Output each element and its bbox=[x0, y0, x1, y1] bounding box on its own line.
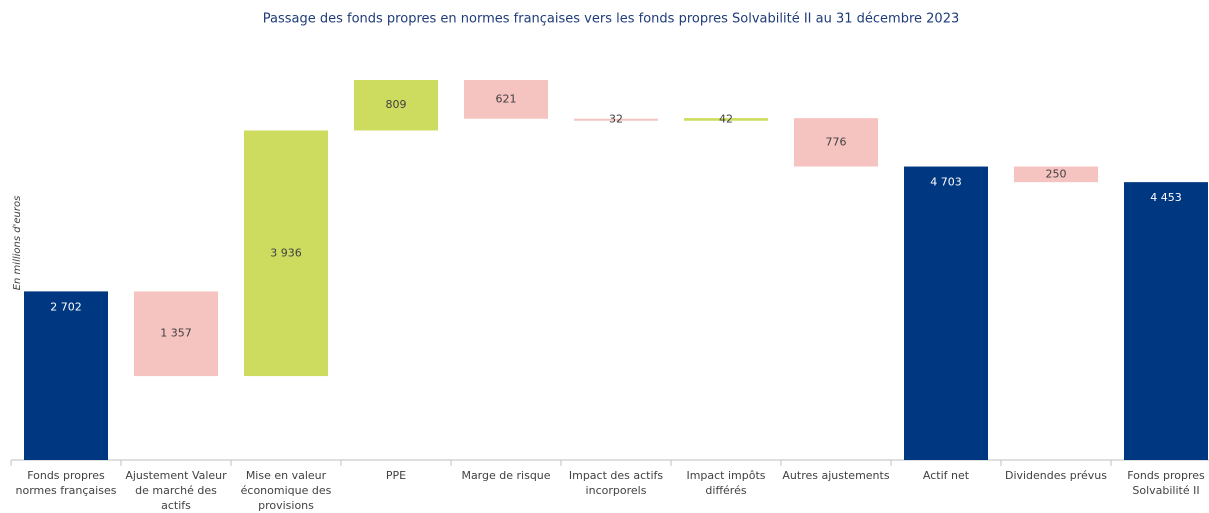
bar bbox=[244, 130, 328, 377]
x-tick-label: Mise en valeur économique des provisions bbox=[240, 469, 332, 512]
value-label: 4 453 bbox=[1150, 191, 1182, 204]
value-label: 621 bbox=[496, 92, 517, 105]
value-label: 2 702 bbox=[50, 300, 82, 313]
x-tick-label: Marge de risque bbox=[461, 469, 551, 482]
x-tick-label: Ajustement Valeur de marché des actifs bbox=[125, 469, 227, 512]
bar bbox=[134, 291, 218, 377]
bar bbox=[464, 80, 548, 119]
x-tick-label: Fonds propres Solvabilité II bbox=[1127, 469, 1205, 497]
value-label: 1 357 bbox=[160, 327, 192, 340]
value-label: 42 bbox=[719, 112, 733, 125]
bar bbox=[904, 166, 988, 460]
value-label: 3 936 bbox=[270, 246, 302, 259]
value-label: 32 bbox=[609, 113, 623, 126]
bar bbox=[1014, 166, 1098, 183]
bar bbox=[574, 118, 658, 121]
x-tick-label: PPE bbox=[385, 469, 407, 482]
x-tick-label: Fonds propres normes françaises bbox=[15, 469, 117, 497]
x-tick-label: Impact impôts différés bbox=[686, 469, 766, 497]
value-label: 776 bbox=[826, 135, 847, 148]
x-tick-label: Impact des actifs incorporels bbox=[568, 469, 664, 497]
bar bbox=[24, 291, 108, 460]
bar bbox=[794, 118, 878, 167]
bar bbox=[684, 118, 768, 121]
bar bbox=[354, 80, 438, 131]
chart-title: Passage des fonds propres en normes fran… bbox=[263, 12, 960, 27]
x-tick-label: Autres ajustements bbox=[782, 469, 890, 482]
value-label: 250 bbox=[1046, 167, 1067, 180]
value-label: 809 bbox=[386, 98, 407, 111]
x-tick-label: Dividendes prévus bbox=[1004, 469, 1108, 482]
y-axis-label: En millions d'euros bbox=[12, 196, 23, 291]
bar bbox=[1124, 182, 1208, 460]
value-label: 4 703 bbox=[930, 176, 962, 189]
x-tick-label: Actif net bbox=[922, 469, 970, 482]
